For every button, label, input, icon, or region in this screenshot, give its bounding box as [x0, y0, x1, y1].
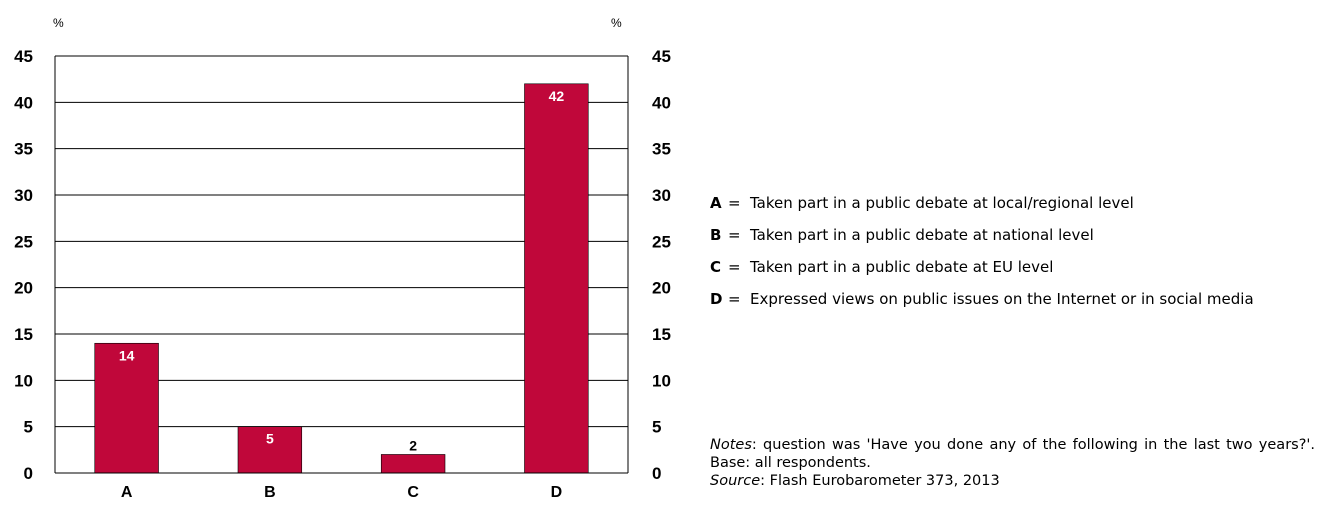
y-tick-label: 35 — [14, 140, 33, 159]
legend-key: D — [710, 290, 723, 308]
notes-text: : question was 'Have you done any of the… — [710, 437, 1315, 471]
y-axis-right-ticks: 0 5 10 15 20 25 30 35 40 45 — [652, 47, 671, 483]
legend-key: C — [710, 258, 722, 276]
legend-key: A — [710, 194, 722, 212]
y-tick-label: 10 — [14, 371, 33, 390]
bar — [380, 454, 446, 474]
y-tick-label: 30 — [652, 186, 671, 205]
y-tick-label: 0 — [652, 464, 661, 483]
legend-text: Taken part in a public debate at local/r… — [750, 194, 1134, 212]
y-tick-label: 35 — [652, 140, 671, 159]
y-tick-label: 25 — [14, 232, 33, 251]
x-category-label: C — [407, 484, 419, 501]
source-text: : Flash Eurobarometer 373, 2013 — [760, 473, 1000, 489]
source-line: Source: Flash Eurobarometer 373, 2013 — [710, 472, 1315, 490]
legend-item-d: D = Expressed views on public issues on … — [710, 290, 1315, 309]
data-label: 42 — [549, 88, 565, 104]
y-tick-label: 40 — [652, 93, 671, 112]
y-tick-label: 30 — [14, 186, 33, 205]
y-tick-label: 0 — [24, 464, 33, 483]
y-tick-label: 15 — [652, 325, 671, 344]
bars — [94, 83, 589, 474]
y-tick-label: 45 — [14, 47, 33, 66]
legend-item-a: A = Taken part in a public debate at loc… — [710, 194, 1315, 213]
y-axis-left-ticks: 0 5 10 15 20 25 30 35 40 45 — [14, 47, 33, 483]
y-tick-label: 40 — [14, 93, 33, 112]
axes — [54, 56, 629, 474]
legend-item-c: C = Taken part in a public debate at EU … — [710, 258, 1315, 277]
y-tick-label: 45 — [652, 47, 671, 66]
y-tick-label: 20 — [14, 279, 33, 298]
legend-text: Taken part in a public debate at EU leve… — [750, 258, 1054, 276]
y-tick-label: 25 — [652, 232, 671, 251]
data-label: 14 — [119, 347, 135, 363]
x-category-label: A — [121, 484, 133, 501]
y-tick-label: 5 — [24, 418, 33, 437]
legend: A = Taken part in a public debate at loc… — [710, 194, 1315, 322]
notes-block: Notes: question was 'Have you done any o… — [710, 436, 1315, 490]
x-axis-categories: A B C D — [121, 484, 562, 501]
x-category-label: D — [551, 484, 563, 501]
legend-item-b: B = Taken part in a public debate at nat… — [710, 226, 1315, 245]
y-tick-label: 5 — [652, 418, 661, 437]
legend-equals: = — [728, 194, 741, 212]
data-label: 2 — [409, 437, 417, 453]
y-tick-label: 20 — [652, 279, 671, 298]
legend-text: Taken part in a public debate at nationa… — [750, 226, 1094, 244]
legend-equals: = — [728, 258, 741, 276]
bar — [524, 83, 589, 474]
legend-equals: = — [728, 290, 741, 308]
notes-label: Notes — [710, 437, 752, 453]
legend-text: Expressed views on public issues on the … — [750, 290, 1254, 308]
y-axis-unit-left: % — [53, 16, 64, 30]
legend-equals: = — [728, 226, 741, 244]
notes-line: Notes: question was 'Have you done any o… — [710, 436, 1315, 472]
y-axis-unit-right: % — [611, 16, 622, 30]
legend-key: B — [710, 226, 722, 244]
source-label: Source — [710, 473, 761, 489]
y-tick-label: 10 — [652, 371, 671, 390]
data-label: 5 — [266, 431, 274, 447]
bar — [94, 342, 159, 474]
data-labels: 14 5 2 42 — [119, 88, 565, 454]
x-category-label: B — [264, 484, 276, 501]
y-tick-label: 15 — [14, 325, 33, 344]
